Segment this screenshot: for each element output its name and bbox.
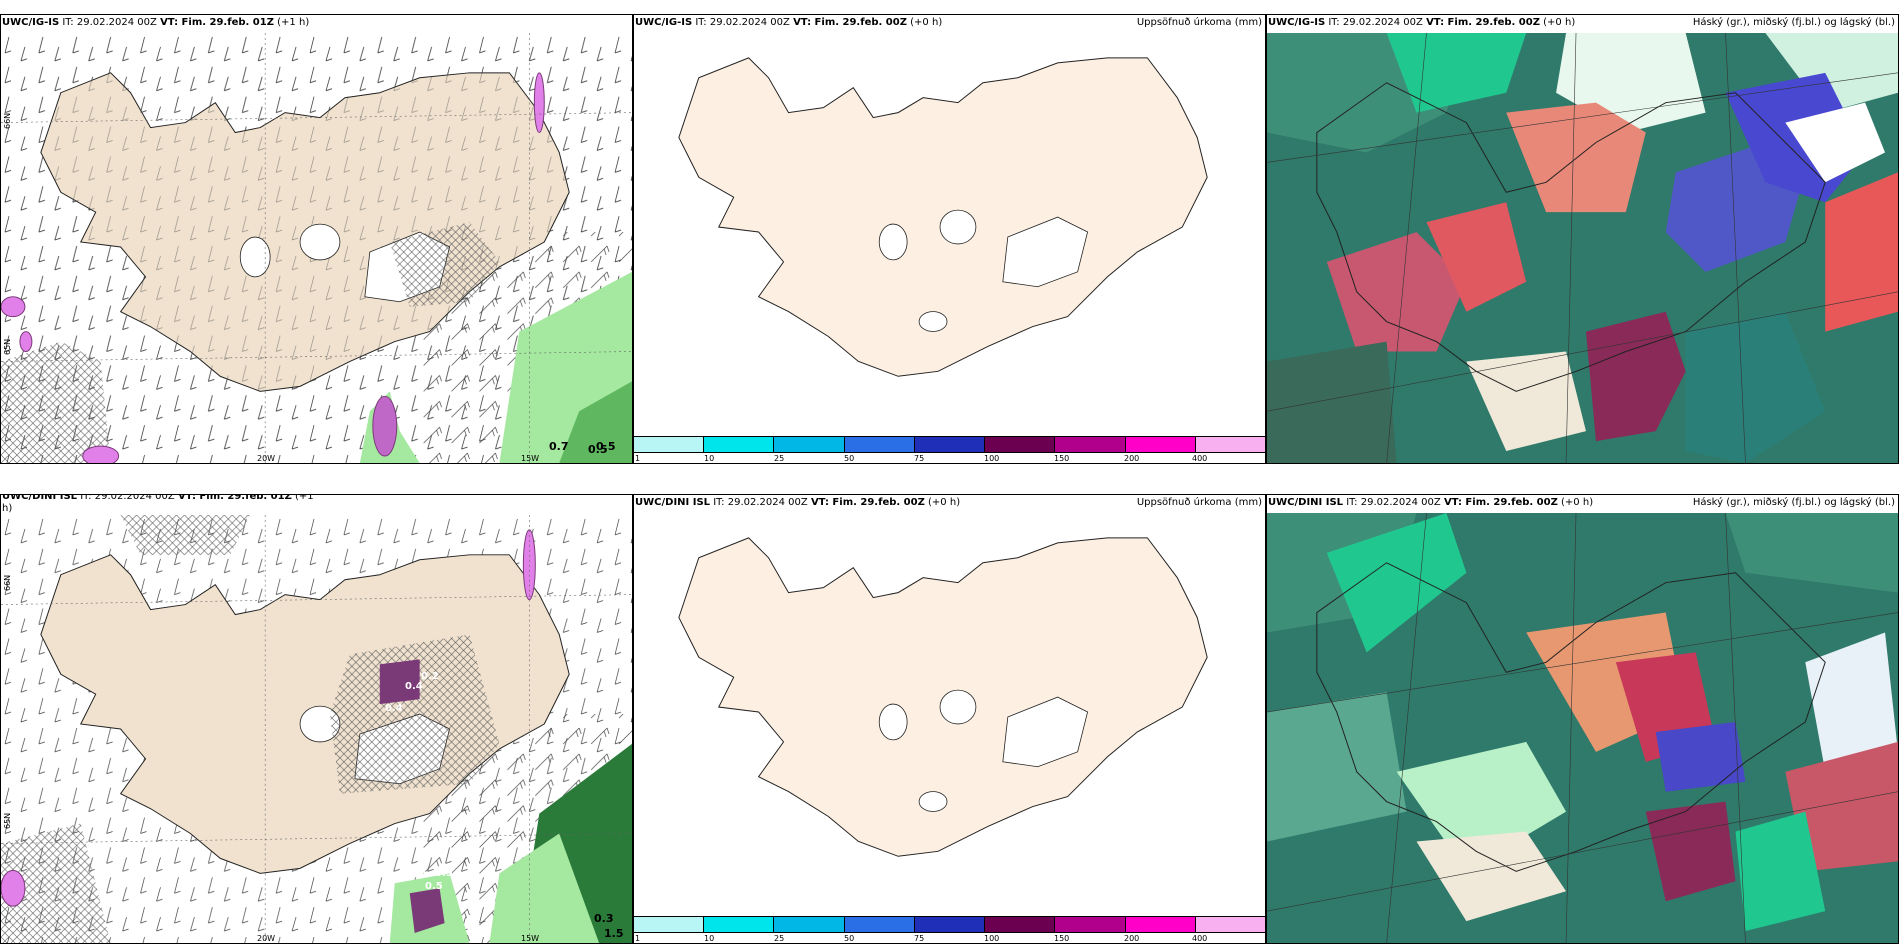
accum-precip-map[interactable]: [634, 33, 1265, 436]
colorbar-segment: [1195, 917, 1265, 932]
colorbar-segment: [1055, 917, 1126, 932]
lat-label-66n: 66N: [3, 112, 12, 129]
lat-label-66n: 66N: [3, 574, 12, 591]
precip-value: 0.3: [594, 912, 614, 925]
colorbar-tick: 1: [635, 454, 641, 463]
lat-label-65n: 65N: [3, 812, 12, 829]
colorbar-tick: 1: [635, 934, 641, 943]
panel-variable-title: Háský (gr.), miðský (fj.bl.) og lágský (…: [1692, 497, 1895, 508]
colorbar-tick: 10: [704, 934, 715, 943]
panel-accum-precip-igis: UWC/IG-IS IT: 29.02.2024 00Z VT: Fim. 29…: [633, 14, 1266, 464]
panel-title: UWC/IG-IS IT: 29.02.2024 00Z VT: Fim. 29…: [1268, 17, 1576, 28]
colorbar-tick: 400: [1192, 934, 1208, 943]
colorbar-tick: 150: [1054, 454, 1070, 463]
cloud-cover-map[interactable]: [1267, 513, 1898, 943]
precip-colorbar: [634, 436, 1265, 453]
colorbar-segment: [985, 437, 1056, 452]
precip-value: 0.4: [405, 681, 423, 692]
lon-label-20w: 20W: [257, 454, 276, 463]
panel-title: UWC/IG-IS IT: 29.02.2024 00Z VT: Fim. 29…: [2, 17, 310, 28]
precip-value: 0.5: [588, 443, 608, 456]
colorbar-segment: [844, 917, 915, 932]
panel-variable-title: Háský (gr.), miðský (fj.bl.) og lágský (…: [1692, 17, 1895, 28]
colorbar-segment: [844, 437, 915, 452]
precip-value: 0.5: [596, 440, 616, 453]
colorbar-tick: 10: [704, 454, 715, 463]
panel-clouds-dini: UWC/DINI ISL IT: 29.02.2024 00Z VT: Fim.…: [1266, 494, 1899, 944]
precip-value: 0.5: [425, 881, 443, 892]
accum-precip-map[interactable]: [634, 513, 1265, 916]
precip-value: 1.5: [604, 927, 624, 940]
colorbar-tick: 400: [1192, 454, 1208, 463]
colorbar-tick: 200: [1124, 454, 1140, 463]
lon-label-15w: 15W: [521, 454, 540, 463]
colorbar-segment: [774, 917, 845, 932]
precip-value: 0.4: [385, 703, 403, 714]
colorbar-tick: 25: [774, 934, 785, 943]
lon-label-20w: 20W: [257, 934, 276, 943]
panel-clouds-igis: UWC/IG-IS IT: 29.02.2024 00Z VT: Fim. 29…: [1266, 14, 1899, 464]
colorbar-tick: 100: [984, 454, 1000, 463]
colorbar-tick: 75: [914, 934, 925, 943]
lon-label-15w: 15W: [521, 934, 540, 943]
precip-value: 0.5: [409, 868, 427, 879]
wind-precip-map[interactable]: [1, 33, 632, 463]
cloud-cover-map[interactable]: [1267, 33, 1898, 463]
colorbar-segment: [1125, 917, 1196, 932]
colorbar-segment: [914, 917, 986, 932]
panel-title-wrap: h): [2, 503, 13, 514]
colorbar-segment: [1125, 437, 1196, 452]
colorbar-segment: [634, 437, 705, 452]
panel-title: UWC/DINI ISL IT: 29.02.2024 00Z VT: Fim.…: [1268, 497, 1594, 508]
colorbar-segment: [774, 437, 845, 452]
colorbar-segment: [704, 917, 775, 932]
panel-title: UWC/DINI ISL IT: 29.02.2024 00Z VT: Fim.…: [635, 497, 961, 508]
precip-value: 0.7: [549, 440, 569, 453]
colorbar-tick: 75: [914, 454, 925, 463]
colorbar-tick: 50: [844, 454, 855, 463]
colorbar-tick: 100: [984, 934, 1000, 943]
colorbar-segment: [985, 917, 1056, 932]
colorbar-segment: [1195, 437, 1265, 452]
panel-title: UWC/DINI ISL IT: 29.02.2024 00Z VT: Fim.…: [2, 494, 314, 502]
colorbar-tick: 25: [774, 454, 785, 463]
panel-title: UWC/IG-IS IT: 29.02.2024 00Z VT: Fim. 29…: [635, 17, 943, 28]
colorbar-segment: [914, 437, 986, 452]
precip-value: 0.2: [421, 671, 439, 682]
wind-precip-map[interactable]: [1, 515, 632, 943]
lat-label-65n: 65N: [3, 338, 12, 355]
panel-wind-precip-igis: UWC/IG-IS IT: 29.02.2024 00Z VT: Fim. 29…: [0, 14, 633, 464]
colorbar-segment: [1055, 437, 1126, 452]
colorbar-tick: 50: [844, 934, 855, 943]
colorbar-tick: 200: [1124, 934, 1140, 943]
panel-accum-precip-dini: UWC/DINI ISL IT: 29.02.2024 00Z VT: Fim.…: [633, 494, 1266, 944]
colorbar-segment: [634, 917, 705, 932]
precip-colorbar: [634, 916, 1265, 933]
precip-value: 0.5: [435, 868, 453, 879]
panel-variable-title: Uppsöfnuð úrkoma (mm): [1136, 17, 1262, 28]
colorbar-tick: 150: [1054, 934, 1070, 943]
panel-variable-title: Uppsöfnuð úrkoma (mm): [1136, 497, 1262, 508]
panel-wind-precip-dini: UWC/DINI ISL IT: 29.02.2024 00Z VT: Fim.…: [0, 494, 633, 944]
colorbar-segment: [704, 437, 775, 452]
